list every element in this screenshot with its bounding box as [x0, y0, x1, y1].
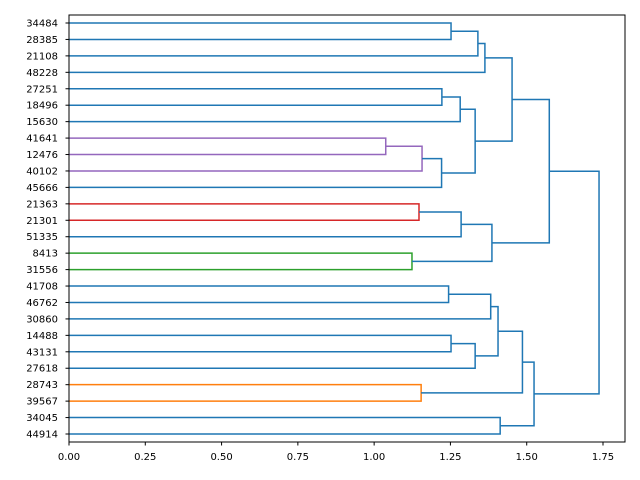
- leaf-label: 21363: [26, 199, 58, 210]
- dendrogram-link: [475, 305, 499, 357]
- x-tick-label: 0.00: [58, 452, 80, 463]
- dendrogram-link: [441, 108, 476, 174]
- x-tick-label: 1.25: [439, 452, 461, 463]
- leaf-label: 46762: [26, 298, 58, 309]
- leaf-label: 28743: [26, 380, 58, 391]
- dendrogram-link: [69, 88, 443, 106]
- dendrogram-link: [411, 223, 493, 263]
- dendrogram-link: [69, 383, 422, 402]
- leaf-label: 45666: [26, 183, 58, 194]
- dendrogram-link: [69, 416, 501, 435]
- dendrogram-link: [69, 342, 476, 369]
- dendrogram-link: [69, 30, 479, 57]
- leaf-label: 18496: [26, 101, 58, 112]
- x-tick-label: 1.00: [363, 452, 385, 463]
- leaf-label: 14488: [26, 331, 58, 342]
- dendrogram-link: [69, 137, 387, 156]
- leaf-label: 21301: [26, 216, 58, 227]
- leaf-label: 21108: [26, 51, 58, 62]
- dendrogram-link: [69, 203, 420, 222]
- dendrogram-link: [69, 96, 461, 123]
- dendrogram-link: [69, 293, 492, 320]
- dendrogram-link: [69, 42, 486, 74]
- leaf-label: 41641: [26, 134, 58, 145]
- leaf-label: 12476: [26, 150, 58, 161]
- dendrogram-link: [69, 22, 452, 41]
- dendrogram-links: [69, 22, 600, 435]
- leaf-label: 39567: [26, 397, 58, 408]
- axes-frame: [68, 14, 626, 443]
- leaf-label: 8413: [33, 249, 58, 260]
- leaf-labels: 34484 28385 21108 48228 27251 18496 15630 41641…: [26, 19, 69, 441]
- dendrogram-link: [69, 145, 423, 172]
- leaf-label: 15630: [26, 117, 58, 128]
- x-tick-label: 0.75: [287, 452, 309, 463]
- x-tick-label: 1.50: [516, 452, 538, 463]
- dendrogram-link: [421, 330, 524, 394]
- dendrogram-link: [534, 170, 600, 395]
- dendrogram-link: [69, 334, 452, 353]
- leaf-label: 51335: [26, 232, 58, 243]
- leaf-label: 34045: [26, 413, 58, 424]
- dendrogram-link: [69, 252, 413, 271]
- dendrogram-link: [475, 57, 513, 142]
- x-tick-label: 0.50: [210, 452, 232, 463]
- leaf-label: 41708: [26, 282, 58, 293]
- leaf-label: 27251: [26, 84, 58, 95]
- dendrogram-link: [500, 361, 535, 427]
- leaf-label: 31556: [26, 265, 58, 276]
- leaf-label: 34484: [26, 19, 58, 30]
- dendrogram-link: [69, 157, 443, 189]
- x-tick-label: 0.25: [134, 452, 156, 463]
- leaf-label: 40102: [26, 166, 58, 177]
- leaf-label: 48228: [26, 68, 58, 79]
- leaf-label: 28385: [26, 35, 58, 46]
- leaf-label: 30860: [26, 314, 58, 325]
- dendrogram-link: [69, 285, 450, 304]
- dendrogram-link: [69, 211, 462, 238]
- leaf-label: 27618: [26, 364, 58, 375]
- x-axis-ticks: 0.00 0.25 0.50 0.75 1.00 1.25 1.50 1.75: [58, 442, 614, 463]
- leaf-label: 44914: [26, 430, 58, 441]
- x-tick-label: 1.75: [592, 452, 614, 463]
- leaf-label: 43131: [26, 347, 58, 358]
- dendrogram-link: [491, 98, 551, 244]
